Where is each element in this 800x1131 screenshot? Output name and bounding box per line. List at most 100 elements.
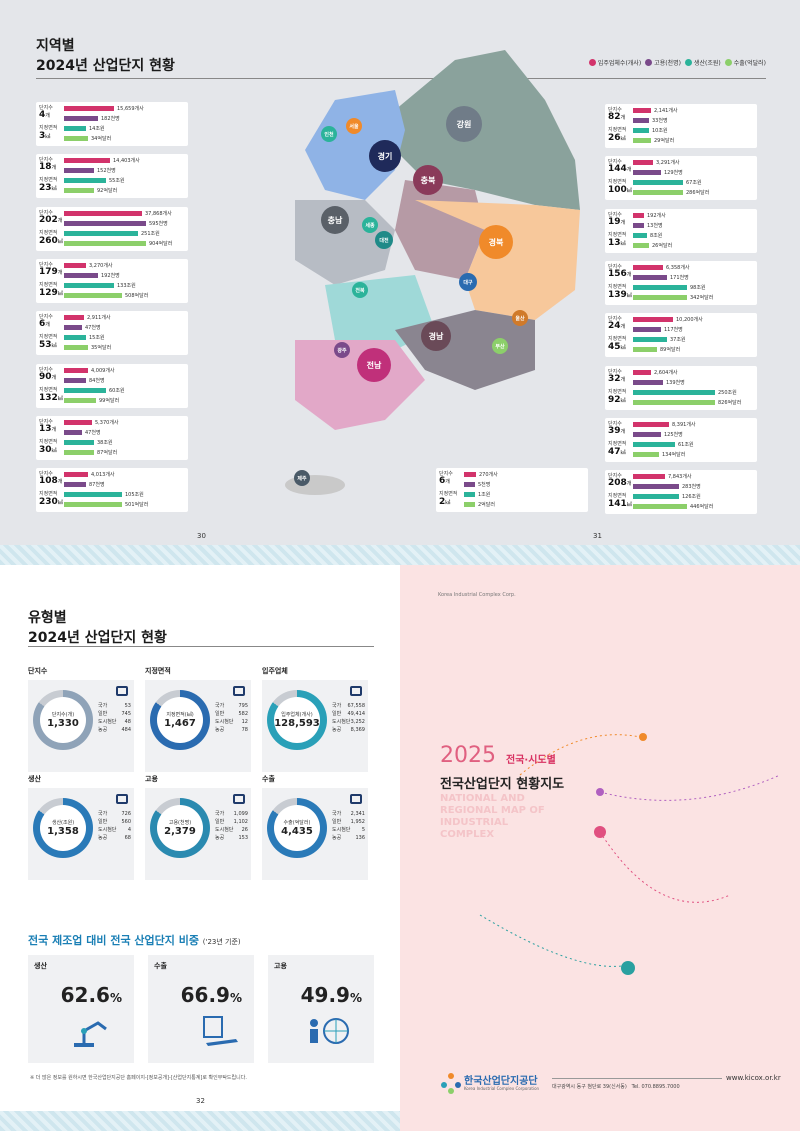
- export-bar-value: 342억달러: [690, 294, 714, 301]
- donut-label: 고용(천명): [168, 820, 192, 826]
- region-pin[interactable]: 부산: [492, 338, 508, 354]
- breakdown-row: 일반 560: [98, 819, 131, 825]
- jobs-bar-value: 283천명: [682, 484, 701, 491]
- area-label: 지정면적: [608, 231, 627, 238]
- export-bar: [464, 502, 475, 507]
- website-link[interactable]: www.kicox.or.kr: [726, 1074, 781, 1082]
- region-pin[interactable]: 경북: [479, 225, 513, 259]
- firms-bar-value: 10,200개사: [676, 317, 703, 324]
- jobs-bar: [64, 220, 146, 226]
- firms-bar-value: 3,291개사: [656, 160, 680, 167]
- site-count: 156개: [608, 268, 632, 279]
- donut-label: 지정면적(㎢): [166, 712, 194, 718]
- area-label: 지정면적: [39, 386, 58, 393]
- breakdown-row: 농공 153: [215, 835, 248, 841]
- firms-bar: [64, 472, 88, 478]
- legend-prod: 생산(조원): [684, 58, 721, 67]
- area-label: 지정면적: [608, 388, 627, 395]
- region-pin[interactable]: 경기: [369, 140, 401, 172]
- production-bar: [64, 335, 86, 341]
- region-pin[interactable]: 대구: [459, 273, 477, 291]
- region-pin[interactable]: 울산: [512, 310, 528, 326]
- site-area: 45㎢: [608, 342, 626, 353]
- firms-bar-value: 7,843개사: [668, 474, 692, 481]
- count-label: 단지수: [439, 471, 453, 477]
- site-area: 139㎢: [608, 289, 632, 300]
- production-bar: [633, 337, 667, 343]
- export-bar: [64, 292, 122, 298]
- count-label: 단지수: [39, 366, 53, 373]
- count-label: 단지수: [39, 209, 53, 216]
- production-bar-value: 133조원: [117, 282, 136, 289]
- stat-icon: [350, 794, 362, 804]
- site-count: 202개: [39, 214, 63, 225]
- region-pin[interactable]: 제주: [294, 470, 310, 486]
- region-pin[interactable]: 광주: [334, 342, 350, 358]
- jobs-bar-value: 152천명: [97, 168, 116, 175]
- count-label: 단지수: [39, 314, 53, 321]
- donut-value: 128,593: [274, 718, 320, 729]
- breakdown-row: 농공 68: [98, 835, 131, 841]
- site-count: 6개: [39, 319, 50, 330]
- production-bar: [633, 128, 649, 133]
- region-pin[interactable]: 전남: [357, 348, 391, 382]
- site-area: 53㎢: [39, 340, 57, 351]
- site-count: 108개: [39, 476, 63, 487]
- region-pin[interactable]: 경남: [421, 321, 451, 351]
- firms-bar-value: 15,659개사: [117, 106, 144, 112]
- breakdown-row: 일반 582: [215, 711, 248, 717]
- firms-bar-value: 5,370개사: [95, 419, 119, 426]
- site-area: 92㎢: [608, 394, 626, 405]
- title-rule: [36, 78, 766, 79]
- donut-center: 수출(억달러) 4,435: [274, 805, 320, 851]
- area-label: 지정면적: [608, 127, 627, 133]
- production-bar: [633, 180, 683, 186]
- region-pin[interactable]: 세종: [362, 217, 378, 233]
- footer-rule: [552, 1078, 722, 1079]
- area-label: 지정면적: [608, 336, 627, 343]
- region-pin[interactable]: 서울: [346, 118, 362, 134]
- firms-bar: [464, 472, 476, 477]
- production-bar: [64, 126, 86, 131]
- donut-value: 1,330: [47, 718, 79, 729]
- breakdown-row: 도시첨단 3,252: [332, 719, 365, 725]
- export-bar-value: 508억달러: [125, 292, 149, 299]
- region-pin[interactable]: 인천: [321, 126, 337, 142]
- stat-icon: [233, 794, 245, 804]
- production-bar-value: 126조원: [682, 494, 701, 501]
- breakdown-row: 국가 67,558: [332, 703, 365, 709]
- breakdown-row: 일반 1,102: [215, 819, 248, 825]
- count-label: 단지수: [39, 471, 53, 478]
- donut-value: 2,379: [164, 826, 196, 837]
- count-label: 단지수: [608, 107, 622, 113]
- region-pin[interactable]: 대전: [375, 231, 393, 249]
- production-bar-value: 10조원: [652, 128, 668, 134]
- jobs-bar: [633, 274, 667, 280]
- stat-card: 지정면적(㎢) 1,467 국가 795 일반 582 도시첨단 12 농공 78: [145, 680, 251, 772]
- area-label: 지정면적: [39, 438, 58, 445]
- region-pin[interactable]: 충남: [321, 206, 349, 234]
- export-bar: [64, 240, 146, 246]
- site-area: 132㎢: [39, 392, 63, 403]
- region-pin[interactable]: 강원: [446, 106, 482, 142]
- corp-name: Korea Industrial Complex Corp.: [438, 592, 516, 598]
- stat-title: 고용: [145, 775, 158, 783]
- stat-card: 생산(조원) 1,358 국가 726 일반 560 도시첨단 4 농공 68: [28, 788, 134, 880]
- site-area: 26㎢: [608, 133, 626, 143]
- region-pin[interactable]: 전북: [352, 282, 368, 298]
- region-card: 단지수 90개 지정면적 132㎢ 4,009개사 84천명 60조원 99억달러: [36, 363, 188, 408]
- production-bar: [64, 282, 114, 288]
- jobs-bar-value: 125천명: [664, 431, 683, 438]
- firms-bar: [633, 421, 669, 427]
- jobs-bar-value: 171천명: [670, 274, 689, 281]
- export-bar-value: 134억달러: [662, 451, 686, 458]
- donut-ring: 고용(천명) 2,379: [150, 798, 210, 858]
- region-pin[interactable]: 충북: [413, 165, 443, 195]
- export-bar-value: 35억달러: [91, 345, 112, 352]
- area-label: 지정면적: [608, 283, 627, 290]
- kicox-logo-icon: [441, 1073, 461, 1094]
- breakdown-row: 도시첨단 48: [98, 719, 131, 725]
- breakdown-row: 일반 49,414: [332, 711, 365, 717]
- region-card: 단지수 19개 지정면적 13㎢ 192개사 13천명 8조원 26억달러: [605, 208, 757, 253]
- export-bar-value: 29억달러: [654, 138, 675, 144]
